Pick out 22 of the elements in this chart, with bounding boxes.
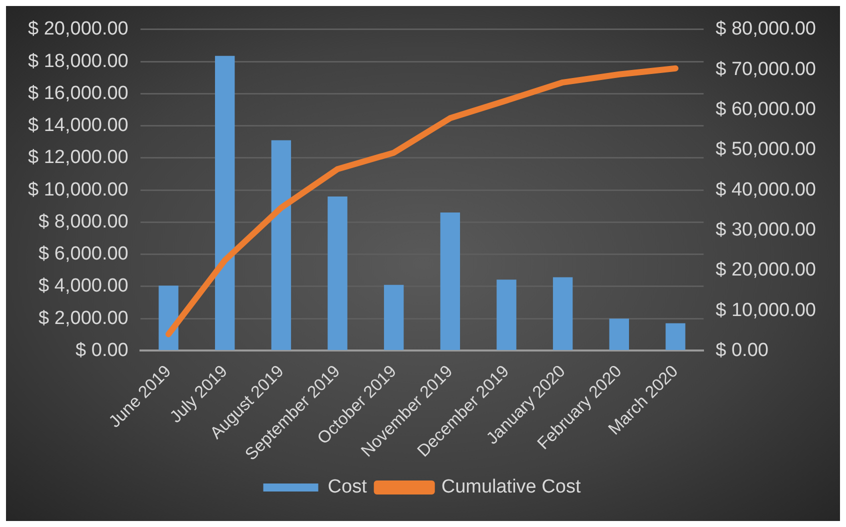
legend-label: Cumulative Cost — [441, 476, 582, 498]
y2-tick-label: $ 50,000.00 — [716, 139, 816, 160]
y-tick-label: $ 10,000.00 — [28, 179, 128, 200]
y-tick-label: $ 8,000.00 — [38, 211, 128, 232]
y-tick-label: $ 18,000.00 — [28, 50, 128, 72]
y-tick-label: $ 20,000.00 — [28, 18, 128, 40]
y2-tick-label: $ 70,000.00 — [716, 58, 816, 80]
y2-tick-label: $ 20,000.00 — [716, 260, 816, 281]
y2-tick-label: $ 80,000.00 — [716, 18, 816, 40]
y-tick-label: $ 4,000.00 — [38, 276, 128, 297]
y-tick-label: $ 12,000.00 — [28, 147, 128, 168]
legend-label: Cost — [328, 476, 368, 498]
y2-tick-label: $ 10,000.00 — [716, 300, 816, 321]
y2-tick-label: $ 60,000.00 — [716, 98, 816, 120]
y-tick-label: $ 2,000.00 — [38, 308, 128, 329]
y-tick-label: $ 16,000.00 — [28, 82, 128, 104]
y2-tick-label: $ 0.00 — [716, 340, 768, 361]
y-tick-label: $ 6,000.00 — [38, 244, 128, 265]
y2-tick-label: $ 40,000.00 — [716, 179, 816, 200]
y-tick-label: $ 14,000.00 — [28, 115, 128, 136]
y2-tick-label: $ 30,000.00 — [716, 219, 816, 240]
y-tick-label: $ 0.00 — [76, 340, 128, 361]
